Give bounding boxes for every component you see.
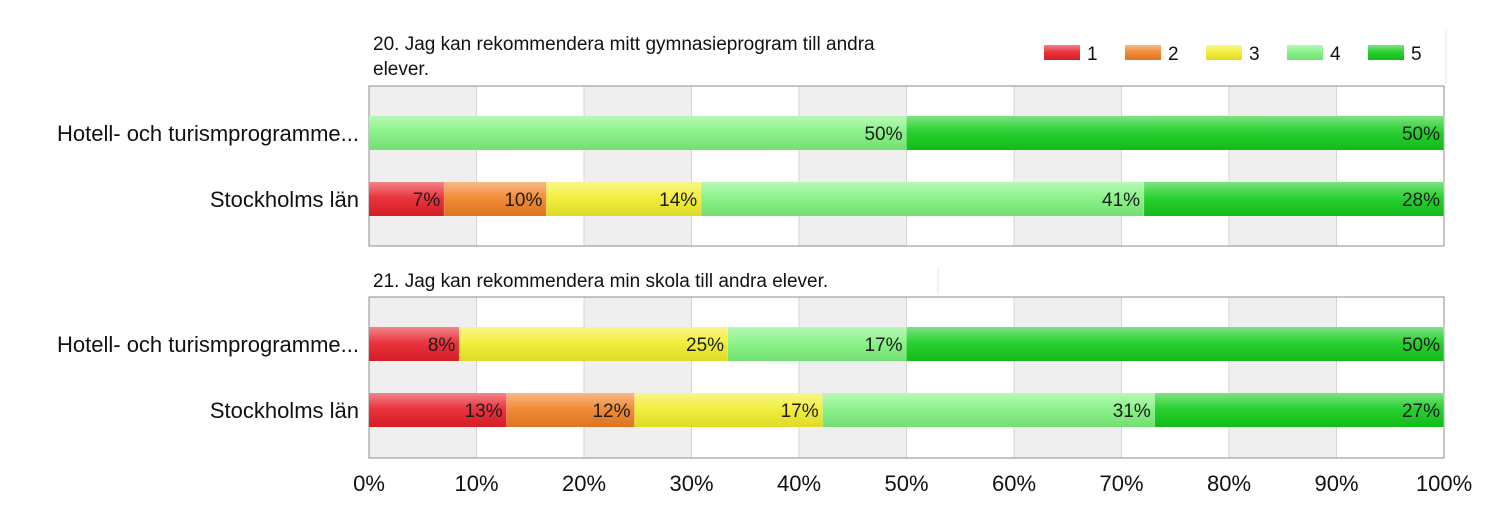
- x-tick-label: 90%: [1314, 471, 1358, 496]
- bar-gloss: [1154, 393, 1444, 427]
- x-tick-label: 20%: [562, 471, 606, 496]
- grid-band: [1336, 297, 1444, 458]
- category-label: Hotell- och turismprogramme...: [57, 332, 359, 357]
- grid-band: [799, 297, 907, 458]
- bar-gloss: [369, 182, 445, 216]
- legend-label: 5: [1411, 44, 1422, 65]
- legend-label: 1: [1087, 44, 1098, 65]
- x-tick-label: 70%: [1099, 471, 1143, 496]
- bar-gloss: [634, 393, 823, 427]
- legend-swatch-gloss: [1287, 45, 1323, 60]
- legend-swatch-gloss: [1125, 45, 1161, 60]
- x-tick-label: 40%: [777, 471, 821, 496]
- legend-swatch-gloss: [1206, 45, 1242, 60]
- data-label: 50%: [1402, 335, 1440, 356]
- category-label: Hotell- och turismprogramme...: [57, 121, 359, 146]
- chart-title: 21. Jag kan rekommendera min skola till …: [373, 271, 828, 292]
- grid-band: [1229, 297, 1337, 458]
- grid-band: [906, 297, 1014, 458]
- grid-band: [1121, 297, 1229, 458]
- data-label: 50%: [1402, 124, 1440, 145]
- grid-band: [691, 86, 799, 246]
- data-label: 25%: [686, 335, 724, 356]
- x-tick-label: 60%: [992, 471, 1036, 496]
- bar-gloss: [369, 393, 507, 427]
- x-tick-label: 100%: [1416, 471, 1472, 496]
- bar-gloss: [444, 182, 547, 216]
- chart-title: 20. Jag kan rekommendera mitt gymnasiepr…: [373, 34, 875, 80]
- grid-band: [1014, 86, 1122, 246]
- grid-band: [1014, 297, 1122, 458]
- grid-band: [1229, 86, 1337, 246]
- x-tick-label: 50%: [884, 471, 928, 496]
- data-label: 41%: [1102, 190, 1140, 211]
- grid-band: [906, 86, 1014, 246]
- legend-swatch-gloss: [1368, 45, 1404, 60]
- grid-band: [476, 297, 584, 458]
- grid-band: [584, 86, 692, 246]
- grid-band: [584, 297, 692, 458]
- data-label: 17%: [781, 401, 819, 422]
- legend-swatch-gloss: [1044, 45, 1080, 60]
- category-label: Stockholms län: [210, 187, 359, 212]
- bar-gloss: [546, 182, 702, 216]
- x-tick-label: 0%: [353, 471, 385, 496]
- data-label: 50%: [864, 124, 902, 145]
- data-label: 8%: [428, 335, 456, 356]
- plot-frame: [368, 296, 1445, 459]
- legend-label: 2: [1168, 44, 1179, 65]
- grid-band: [1336, 86, 1444, 246]
- data-label: 12%: [592, 401, 630, 422]
- grid-band: [369, 297, 477, 458]
- data-label: 31%: [1113, 401, 1151, 422]
- data-label: 14%: [659, 190, 697, 211]
- x-tick-label: 80%: [1207, 471, 1251, 496]
- bar-gloss: [1144, 182, 1444, 216]
- bar-gloss: [369, 327, 460, 361]
- grid-band: [799, 86, 907, 246]
- grid-band: [1121, 86, 1229, 246]
- bar-gloss: [701, 182, 1145, 216]
- data-label: 7%: [413, 190, 441, 211]
- bar-gloss: [459, 327, 729, 361]
- grid-band: [691, 297, 799, 458]
- bar-gloss: [369, 116, 907, 150]
- category-label: Stockholms län: [210, 398, 359, 423]
- bar-gloss: [906, 116, 1444, 150]
- data-label: 13%: [465, 401, 503, 422]
- bar-gloss: [728, 327, 907, 361]
- data-label: 17%: [864, 335, 902, 356]
- bar-gloss: [506, 393, 635, 427]
- bar-gloss: [906, 327, 1444, 361]
- data-label: 10%: [504, 190, 542, 211]
- data-label: 28%: [1402, 190, 1440, 211]
- x-tick-label: 30%: [669, 471, 713, 496]
- legend-label: 4: [1330, 44, 1341, 65]
- grid-band: [476, 86, 584, 246]
- bar-gloss: [822, 393, 1155, 427]
- plot-frame: [368, 85, 1445, 247]
- x-tick-label: 10%: [454, 471, 498, 496]
- legend-label: 3: [1249, 44, 1260, 65]
- data-label: 27%: [1402, 401, 1440, 422]
- grid-band: [369, 86, 477, 246]
